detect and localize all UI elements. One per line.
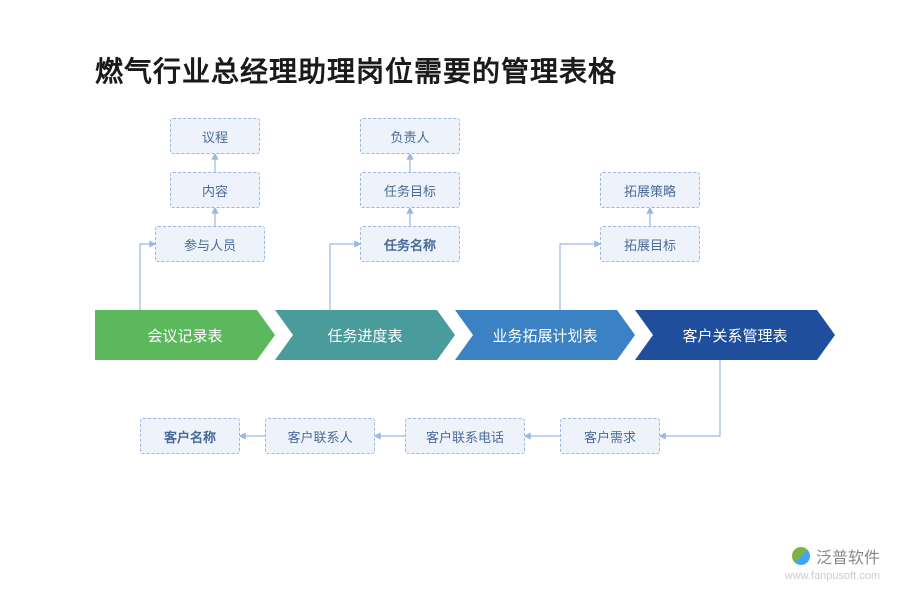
node-taskgoal: 任务目标	[360, 172, 460, 208]
node-content: 内容	[170, 172, 260, 208]
watermark-bottom: 泛普软件 www.fanpusoft.com	[785, 544, 880, 582]
node-bizgoal: 拓展目标	[600, 226, 700, 262]
node-agenda: 议程	[170, 118, 260, 154]
connectors	[0, 0, 900, 600]
chevron-business: 业务拓展计划表	[455, 310, 635, 360]
logo-icon	[792, 547, 810, 565]
brand-row: 泛普软件	[785, 544, 880, 568]
chevron-task: 任务进度表	[275, 310, 455, 360]
node-custcontact: 客户联系人	[265, 418, 375, 454]
page-title: 燃气行业总经理助理岗位需要的管理表格	[95, 50, 617, 90]
node-custphone: 客户联系电话	[405, 418, 525, 454]
node-custname: 客户名称	[140, 418, 240, 454]
chevron-meeting: 会议记录表	[95, 310, 275, 360]
brand-url: www.fanpusoft.com	[785, 570, 880, 582]
chevron-customer: 客户关系管理表	[635, 310, 835, 360]
node-taskname: 任务名称	[360, 226, 460, 262]
node-participants: 参与人员	[155, 226, 265, 262]
node-strategy: 拓展策略	[600, 172, 700, 208]
brand-text: 泛普软件	[816, 544, 880, 568]
node-responsible: 负责人	[360, 118, 460, 154]
node-custneed: 客户需求	[560, 418, 660, 454]
